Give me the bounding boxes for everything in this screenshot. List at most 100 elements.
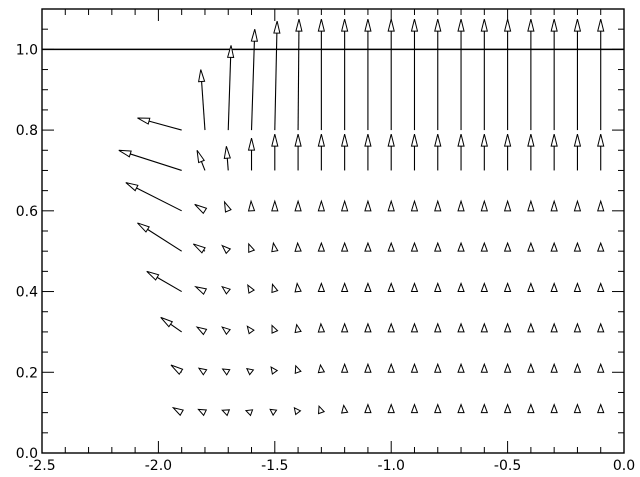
vector-arrow [317,363,326,374]
vector-arrow [171,406,184,417]
vector-arrow [480,134,488,171]
vector-arrow [317,322,326,333]
arrow-head [503,403,512,414]
arrow-head [387,362,395,373]
vector-arrow [480,282,489,293]
vector-arrow [527,403,535,414]
arrow-head [457,199,465,212]
arrow-head [247,283,256,294]
vector-arrow [527,241,535,252]
vector-arrow [503,282,512,293]
vector-arrow [364,282,372,293]
arrow-head [503,134,512,147]
vector-arrow [573,199,582,212]
arrow-head [195,326,208,336]
arrow-head [137,222,150,233]
arrow-head [271,324,279,334]
vector-arrow [295,18,303,131]
arrow-head [597,362,605,373]
arrow-head [317,18,326,32]
vector-arrow [364,199,372,212]
arrow-head [387,282,395,293]
vector-arrow [434,241,442,252]
arrow-head [340,404,349,414]
arrow-head [387,199,395,212]
vector-arrow [550,134,558,171]
vector-arrow [434,322,442,333]
vector-arrow [197,408,208,417]
tick-labels: -2.5 -2.0 -1.5 -1.0 -0.5 0.0 0.0 0.2 0.4 0.6 0.8 1.… [16,42,635,474]
vector-arrow [434,18,442,131]
vector-arrow [221,326,231,336]
arrow-head [457,322,465,333]
vector-arrow [503,362,512,373]
arrow-head [146,270,160,281]
vector-arrow [480,18,488,131]
arrow-head [480,18,488,32]
arrow-head [340,282,349,293]
arrow-head [550,134,558,147]
arrow-head [434,282,442,293]
arrow-head [271,282,279,294]
vector-arrow [457,18,465,131]
vector-arrow [410,134,419,171]
arrow-head [295,18,303,32]
arrow-head [387,403,395,414]
arrow-head [294,282,302,293]
vector-arrow [387,241,395,252]
vector-arrow [271,241,279,253]
arrow-head [480,322,489,333]
vector-arrow [457,199,465,212]
vector-arrow [503,322,512,333]
arrow-head [597,18,605,32]
vector-arrow [503,134,512,171]
vector-arrow [457,134,465,171]
vector-arrow [270,366,279,375]
vector-arrow [364,241,372,252]
vector-arrow [410,362,419,373]
vector-arrow [434,282,442,293]
arrow-head [160,316,174,328]
vector-arrow [480,322,489,333]
arrow-head [550,18,558,32]
vector-arrows [118,18,605,417]
vector-arrow [434,362,442,373]
arrow-head [270,366,279,375]
vector-arrow [527,362,535,373]
arrow-head [597,134,605,147]
arrow-head [597,322,605,333]
vector-arrow [223,200,232,213]
vector-arrow [294,134,302,171]
vector-arrow [170,364,184,376]
vector-arrow [573,134,582,171]
vector-arrow [294,364,302,375]
arrow-shaft [147,228,182,252]
arrow-head [527,403,535,414]
arrow-head [527,241,535,252]
vector-arrow [340,134,349,171]
arrow-head [527,322,535,333]
arrow-head [457,403,465,414]
arrow-head [271,134,279,147]
arrow-head [221,368,231,376]
vector-arrow [387,282,395,293]
vector-arrow [573,362,582,373]
arrow-head [194,203,208,215]
arrow-head [480,134,488,147]
arrow-head [503,199,512,212]
arrow-head [387,241,395,252]
vector-arrow [192,243,206,254]
arrow-head [198,69,206,83]
vector-arrow [271,199,279,212]
arrow-shaft [156,276,182,293]
arrow-head [250,29,259,42]
arrow-head [273,20,281,34]
vector-arrow [597,403,605,414]
vector-arrow [410,322,419,333]
vector-arrow [410,403,419,414]
arrow-head [503,18,512,32]
vector-arrow [457,282,465,293]
arrow-head [364,199,372,212]
arrow-head [364,134,372,147]
arrow-head [597,241,605,252]
